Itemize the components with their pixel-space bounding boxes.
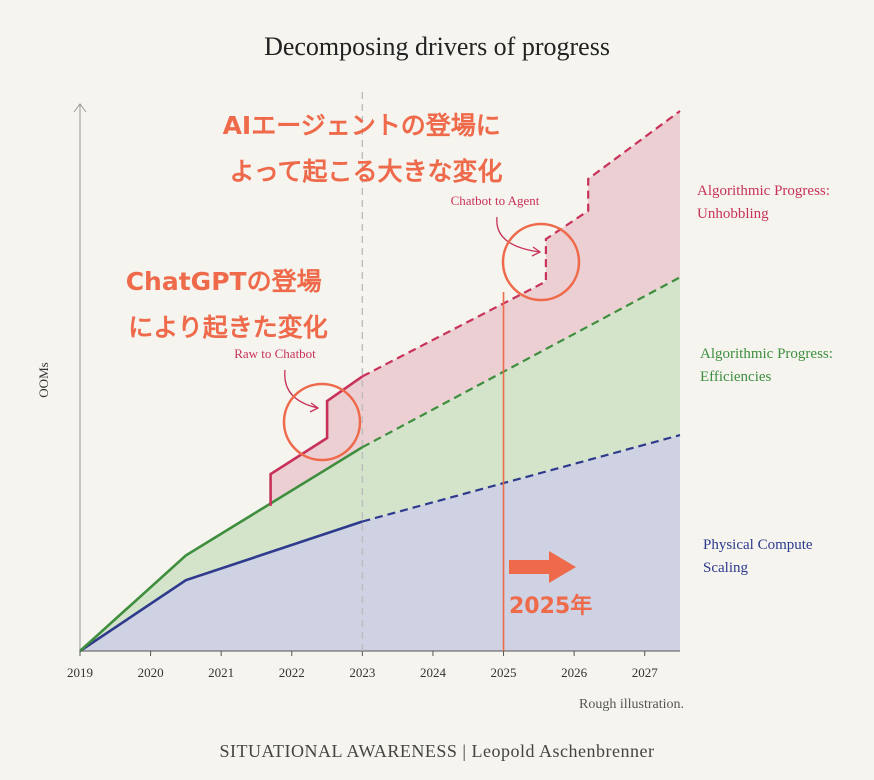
forward-arrow-icon bbox=[509, 551, 576, 583]
highlight-circle-agent bbox=[501, 222, 581, 302]
x-tick-label: 2023 bbox=[349, 665, 375, 680]
line-physical-compute-historical bbox=[79, 520, 363, 653]
annotation-raw-to-chatbot: Raw to Chatbot bbox=[234, 346, 316, 361]
line-efficiencies-historical bbox=[79, 446, 364, 652]
area-efficiencies bbox=[80, 277, 680, 651]
highlight-circle-chatgpt bbox=[282, 382, 362, 462]
x-tick-label: 2025 bbox=[491, 665, 517, 680]
arrow-chatbot-to-agent-head bbox=[531, 246, 542, 257]
arrow-chatbot-to-agent bbox=[496, 216, 541, 253]
x-tick-label: 2019 bbox=[67, 665, 93, 680]
y-axis-label: OOMs bbox=[36, 362, 51, 397]
chart-title: Decomposing drivers of progress bbox=[264, 32, 610, 61]
x-tick-label: 2021 bbox=[208, 665, 234, 680]
chart-lines bbox=[79, 110, 681, 653]
note-chatgpt-change: ChatGPTの登場 により起きた変化 bbox=[126, 267, 331, 342]
line-unhobbling-projected bbox=[361, 110, 681, 378]
label-unhobbling: Algorithmic Progress: Unhobbling bbox=[697, 183, 830, 222]
x-tick-labels: 2019 2020 2021 2022 2023 2024 2025 2026 2027 bbox=[67, 651, 658, 680]
area-physical-compute bbox=[80, 435, 680, 651]
x-tick-label: 2024 bbox=[420, 665, 447, 680]
line-physical-compute-projected bbox=[362, 434, 681, 523]
annotation-chatbot-to-agent: Chatbot to Agent bbox=[451, 193, 540, 208]
y-axis-arrow-icon bbox=[73, 103, 87, 113]
arrow-raw-to-chatbot-head bbox=[309, 402, 320, 413]
x-tick-label: 2022 bbox=[279, 665, 305, 680]
rough-illustration-note: Rough illustration. bbox=[579, 697, 684, 712]
x-tick-label: 2026 bbox=[561, 665, 588, 680]
chart-areas bbox=[80, 111, 680, 651]
label-physical-compute: Physical Compute Scaling bbox=[703, 537, 813, 576]
x-tick-label: 2020 bbox=[138, 665, 164, 680]
area-unhobbling bbox=[270, 111, 680, 506]
footer-credit: SITUATIONAL AWARENESS | Leopold Aschenbr… bbox=[219, 741, 655, 761]
arrow-raw-to-chatbot bbox=[284, 369, 319, 409]
line-efficiencies-projected bbox=[361, 276, 681, 449]
year-2025-label: 2025年 bbox=[509, 593, 592, 619]
note-agent-change: AIエージェントの登場に よって起こる大きな変化 bbox=[223, 111, 510, 186]
chart-axes bbox=[73, 92, 680, 652]
label-efficiencies: Algorithmic Progress: Efficiencies bbox=[700, 346, 833, 385]
x-tick-label: 2027 bbox=[632, 665, 659, 680]
line-unhobbling-historical bbox=[269, 375, 364, 506]
